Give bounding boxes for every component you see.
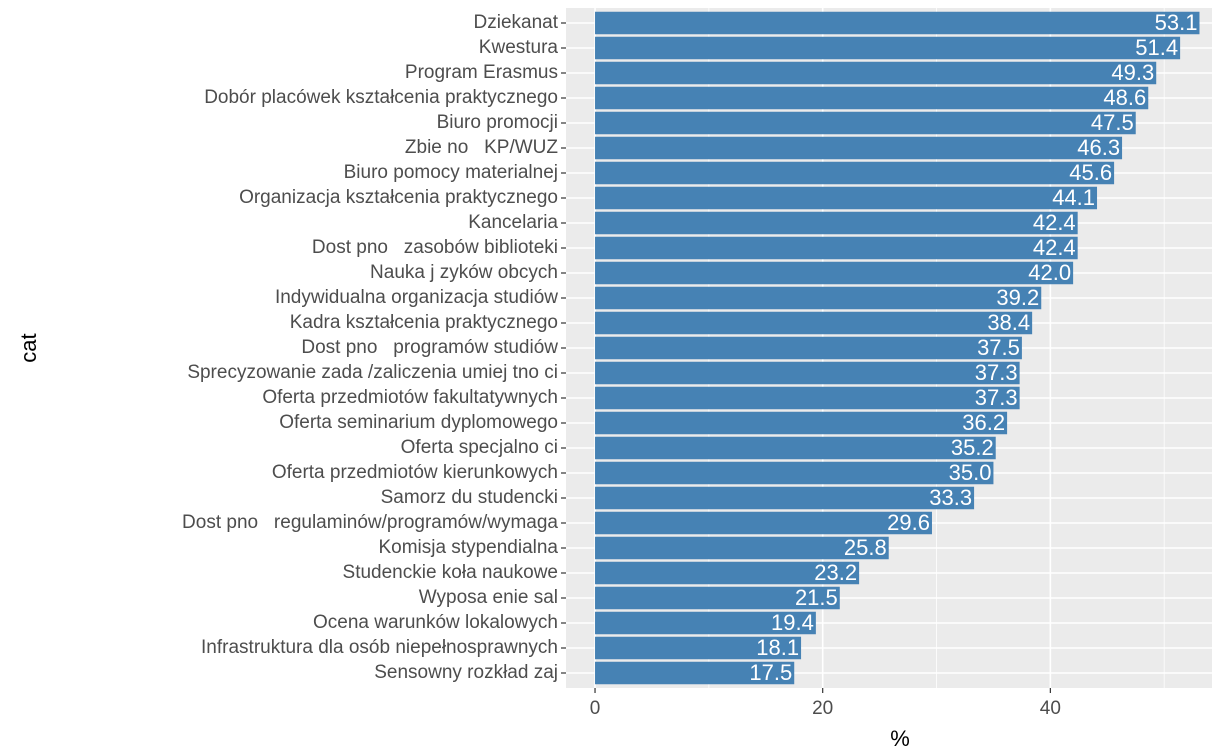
y-tick-label: Kancelaria	[468, 212, 558, 233]
value-label: 35.2	[951, 435, 994, 460]
y-tick-label: Studenckie koła naukowe	[343, 562, 558, 583]
y-tick-label: Oferta przedmiotów kierunkowych	[272, 462, 558, 483]
y-tick-label: Sensowny rozkład zaj	[374, 662, 558, 683]
bar	[595, 561, 860, 585]
y-tick-label: Biuro pomocy materialnej	[344, 162, 558, 183]
value-label: 29.6	[887, 510, 930, 535]
bar	[595, 461, 994, 485]
y-tick-label: Kwestura	[479, 37, 559, 58]
value-label: 38.4	[987, 310, 1030, 335]
value-label: 49.3	[1111, 60, 1154, 85]
value-label: 46.3	[1077, 135, 1120, 160]
value-label: 37.5	[977, 335, 1020, 360]
value-label: 37.3	[975, 360, 1018, 385]
bar	[595, 611, 816, 635]
value-label: 42.4	[1033, 235, 1076, 260]
y-tick-label: Dost pno programów studiów	[301, 337, 558, 358]
bar	[595, 486, 975, 510]
y-tick-label: Ocena warunków lokalowych	[313, 612, 558, 633]
bar	[595, 411, 1008, 435]
bar	[595, 86, 1149, 110]
value-label: 17.5	[749, 660, 792, 685]
bar	[595, 286, 1042, 310]
bar	[595, 536, 889, 560]
bar	[595, 636, 802, 660]
y-tick-label: Oferta specjalno ci	[401, 437, 558, 458]
value-label: 25.8	[844, 535, 887, 560]
y-tick-label: Oferta przedmiotów fakultatywnych	[262, 387, 558, 408]
value-label: 53.1	[1155, 10, 1198, 35]
bar	[595, 136, 1123, 160]
value-label: 42.0	[1028, 260, 1071, 285]
bar	[595, 386, 1020, 410]
y-tick-label: Infrastruktura dla osób niepełnosprawnyc…	[201, 637, 558, 658]
value-label: 37.3	[975, 385, 1018, 410]
value-label: 35.0	[949, 460, 992, 485]
bar	[595, 311, 1033, 335]
bar	[595, 361, 1020, 385]
y-tick-label: Biuro promocji	[437, 112, 558, 133]
value-label: 33.3	[929, 485, 972, 510]
y-tick-label: Nauka j zyków obcych	[370, 262, 558, 283]
x-tick-label: 0	[590, 698, 601, 719]
y-tick-label: Oferta seminarium dyplomowego	[279, 412, 558, 433]
y-tick-label: Sprecyzowanie zada /zaliczenia umiej tno…	[187, 362, 558, 383]
value-label: 42.4	[1033, 210, 1076, 235]
bar	[595, 661, 795, 685]
bar	[595, 586, 840, 610]
bar	[595, 111, 1136, 135]
x-tick-label: 20	[812, 698, 833, 719]
y-axis-title: cat	[16, 333, 41, 362]
y-tick-label: Organizacja kształcenia praktycznego	[239, 187, 558, 208]
value-label: 19.4	[771, 610, 814, 635]
value-label: 39.2	[996, 285, 1039, 310]
value-label: 21.5	[795, 585, 838, 610]
value-label: 44.1	[1052, 185, 1095, 210]
bar	[595, 11, 1200, 35]
bar	[595, 236, 1078, 260]
value-label: 47.5	[1091, 110, 1134, 135]
value-label: 48.6	[1103, 85, 1146, 110]
bar	[595, 436, 996, 460]
y-tick-label: Samorz du studencki	[381, 487, 558, 508]
bar	[595, 211, 1078, 235]
y-tick-label: Program Erasmus	[405, 62, 558, 83]
bar	[595, 36, 1181, 60]
y-tick-label: Dobór placówek kształcenia praktycznego	[204, 87, 558, 108]
bar	[595, 336, 1022, 360]
x-axis-title: %	[890, 726, 910, 751]
bar	[595, 186, 1098, 210]
y-tick-label: Wyposa enie sal	[419, 587, 558, 608]
value-label: 36.2	[962, 410, 1005, 435]
bar	[595, 61, 1157, 85]
value-label: 23.2	[814, 560, 857, 585]
bar	[595, 511, 932, 535]
y-tick-label: Dost pno regulaminów/programów/wymaga	[182, 512, 558, 533]
y-tick-label: Kadra kształcenia praktycznego	[290, 312, 558, 333]
y-tick-label: Dziekanat	[474, 12, 559, 33]
value-label: 51.4	[1135, 35, 1178, 60]
y-tick-label: Komisja stypendialna	[378, 537, 558, 558]
value-label: 45.6	[1069, 160, 1112, 185]
y-tick-label: Indywidualna organizacja studiów	[275, 287, 558, 308]
value-label: 18.1	[756, 635, 799, 660]
bar	[595, 261, 1074, 285]
x-tick-label: 40	[1040, 698, 1061, 719]
bar	[595, 161, 1115, 185]
y-tick-label: Zbie no KP/WUZ	[405, 137, 558, 158]
y-tick-label: Dost pno zasobów biblioteki	[312, 237, 558, 258]
